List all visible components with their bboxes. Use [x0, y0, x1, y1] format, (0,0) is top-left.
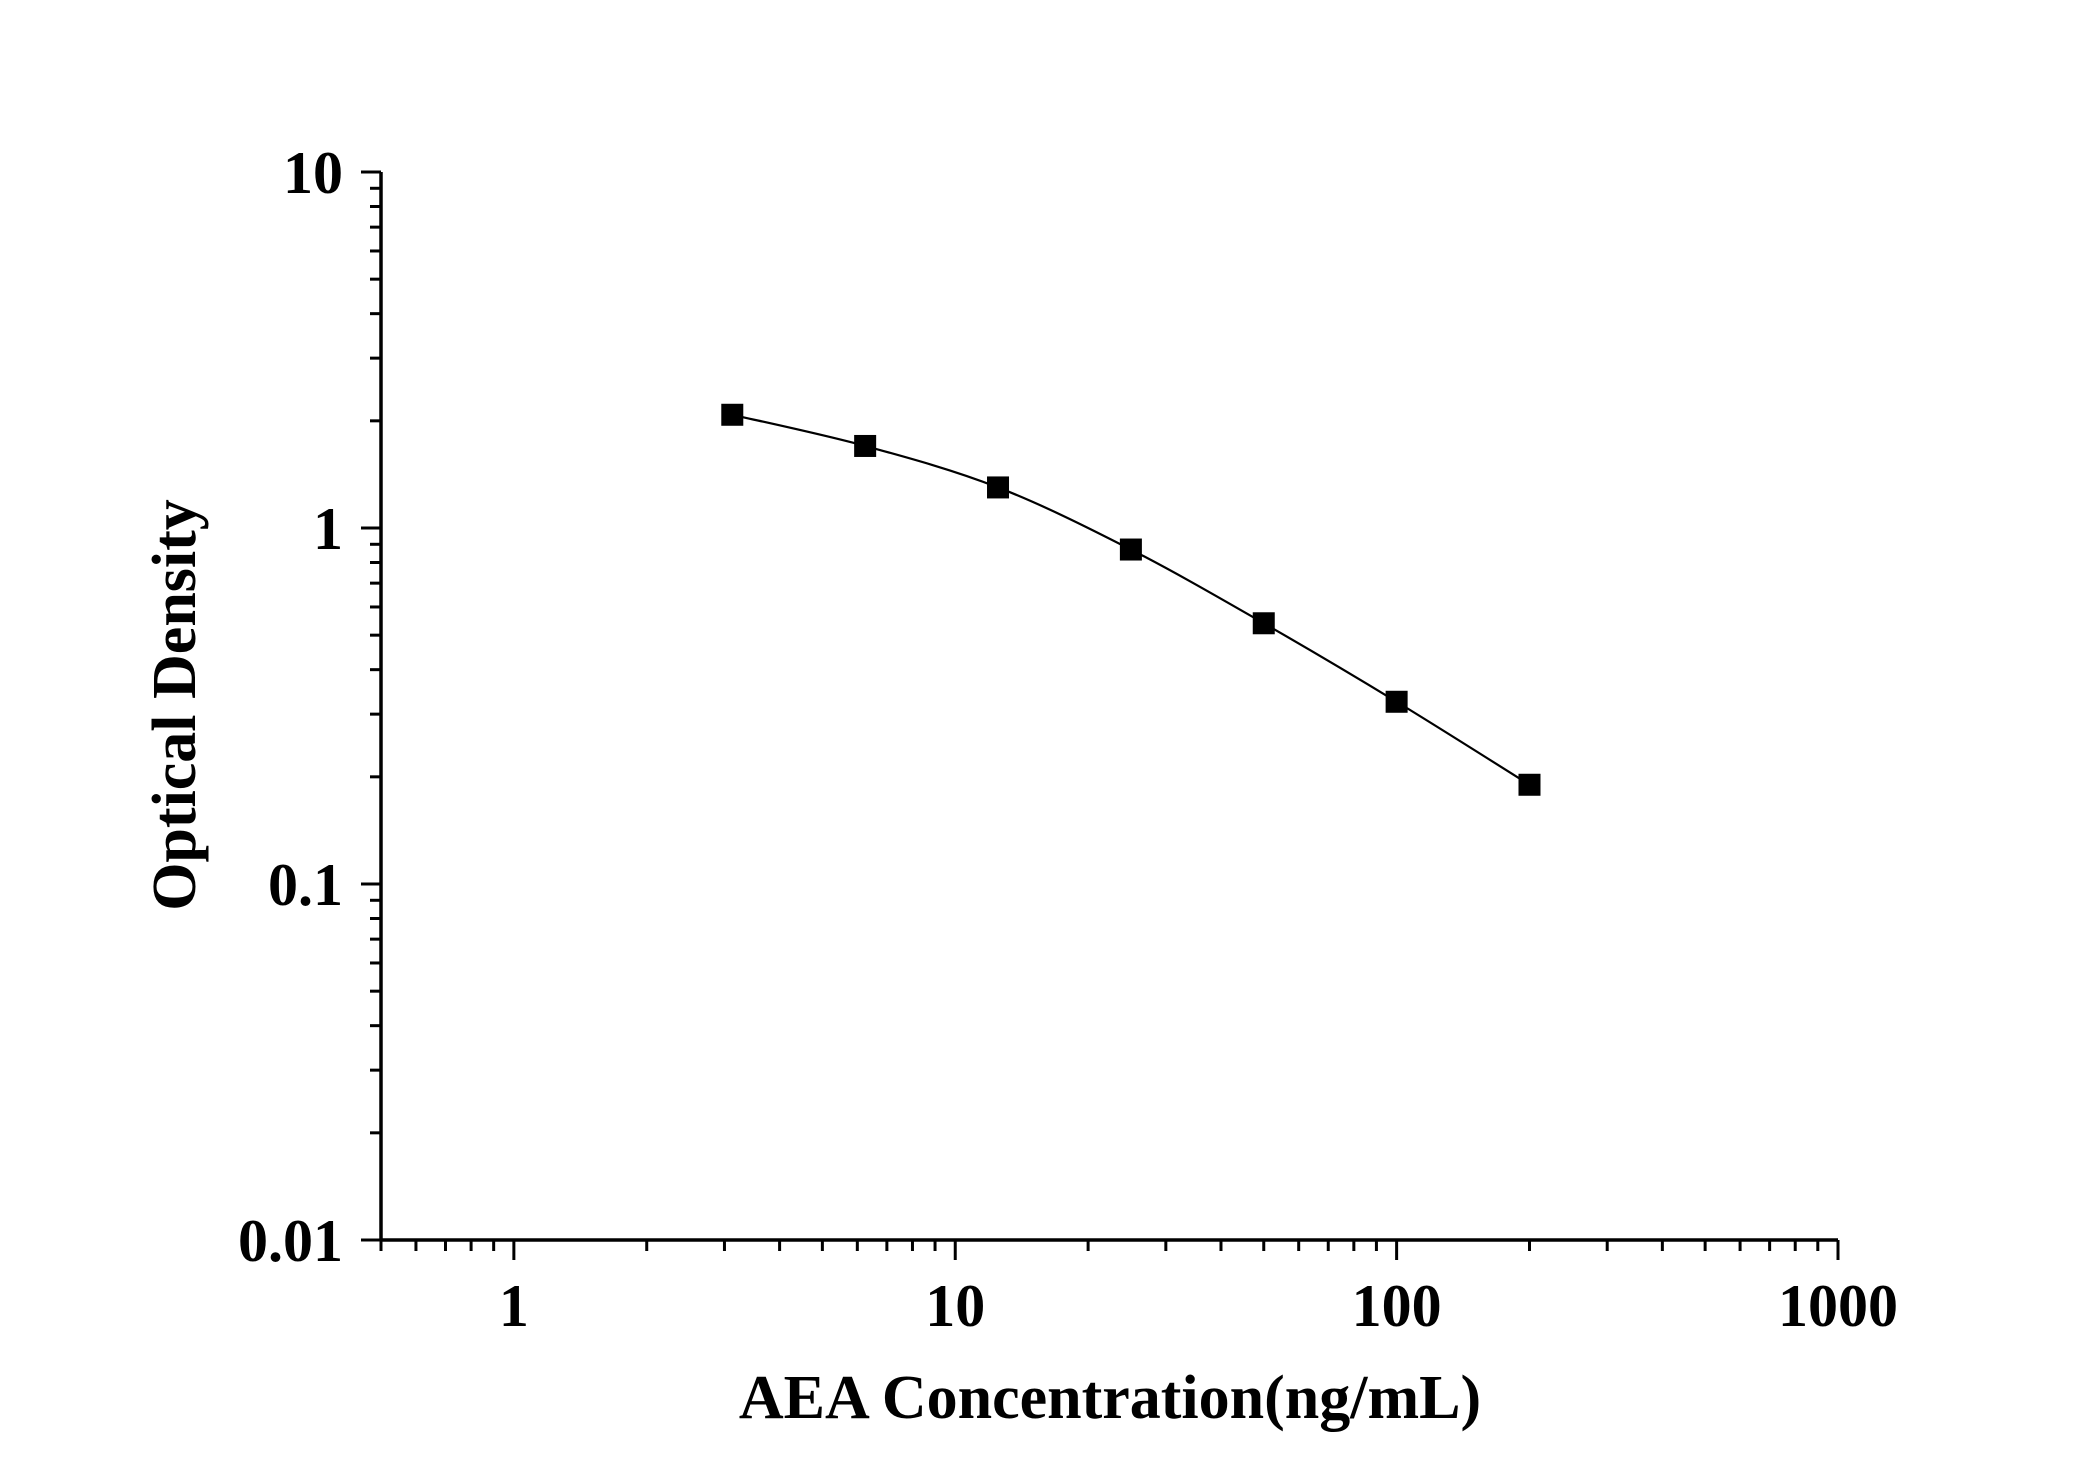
- y-tick-label: 1: [313, 496, 343, 562]
- data-point: [1518, 773, 1541, 796]
- series-line: [732, 413, 1531, 786]
- y-tick-label: 10: [283, 140, 343, 206]
- data-point: [1252, 612, 1275, 635]
- y-tick-label: 0.01: [238, 1208, 343, 1274]
- x-tick-label: 1000: [1778, 1273, 1898, 1339]
- data-point: [1119, 538, 1142, 561]
- y-tick-label: 0.1: [268, 852, 343, 918]
- data-point: [1385, 690, 1408, 713]
- x-tick-label: 100: [1352, 1273, 1442, 1339]
- data-point: [854, 434, 877, 457]
- x-axis-title: AEA Concentration(ng/mL): [739, 1364, 1481, 1432]
- data-series: [721, 403, 1541, 796]
- y-axis-title: Optical Density: [141, 499, 209, 911]
- data-point: [987, 476, 1010, 499]
- axes: [361, 170, 1840, 1260]
- data-point: [721, 403, 744, 426]
- x-tick-label: 1: [499, 1273, 529, 1339]
- x-tick-label: 10: [925, 1273, 985, 1339]
- axis-labels: AEA Concentration(ng/mL) Optical Density…: [141, 140, 1898, 1432]
